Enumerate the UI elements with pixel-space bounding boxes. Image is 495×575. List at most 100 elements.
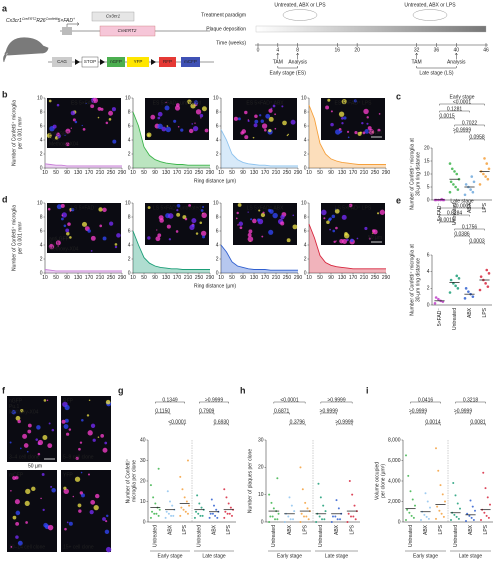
cell-signal <box>248 229 253 234</box>
x-tick-label: 90 <box>152 170 158 176</box>
cell-signal <box>64 527 67 531</box>
cell-signal <box>46 133 52 139</box>
data-line <box>308 104 386 165</box>
p-value: 0.0014 <box>425 419 441 425</box>
cell-signal <box>268 128 272 133</box>
event-label: Analysis <box>288 59 307 65</box>
data-point <box>335 499 338 502</box>
data-point <box>180 506 183 509</box>
cell-signal <box>323 217 326 220</box>
cell-signal <box>19 447 22 450</box>
comparison-bracket <box>439 214 470 217</box>
data-point <box>464 287 468 290</box>
data-point <box>466 512 469 515</box>
data-point <box>426 500 429 503</box>
cell-signal <box>235 217 238 220</box>
cell-signal <box>46 399 49 402</box>
data-point <box>444 500 446 503</box>
cell-signal <box>372 229 378 235</box>
comparison-bracket <box>273 401 306 404</box>
promoter <box>62 27 72 35</box>
cell-signal <box>56 132 60 136</box>
data-point <box>330 521 333 523</box>
data-point <box>197 512 200 515</box>
data-point <box>283 521 286 523</box>
cell-signal <box>25 488 31 495</box>
cell-signal <box>82 128 86 131</box>
data-point <box>486 285 490 288</box>
timeline-label: 32 <box>414 47 420 53</box>
cell-signal <box>237 203 242 207</box>
y-axis-label: Number of Confetti⁺ <box>125 458 131 503</box>
y-tick-label: 10 <box>301 200 307 206</box>
y-axis-label: Number of Confetti⁺ microglia <box>11 205 17 271</box>
data-point <box>483 511 486 514</box>
data-point <box>437 469 440 472</box>
cell-signal <box>43 399 47 402</box>
x-tick-label: Untreated <box>452 203 458 225</box>
data-point <box>489 503 491 506</box>
data-point <box>288 496 291 499</box>
cell-signal <box>261 235 264 238</box>
cell-signal <box>341 117 344 120</box>
line-area <box>133 231 210 273</box>
p-value: >0.9999 <box>335 419 353 425</box>
x-tick-label: 10 <box>218 275 224 281</box>
timeline-label: 16 <box>335 47 341 53</box>
cell-signal <box>195 232 199 235</box>
cell-signal <box>72 118 76 122</box>
cell-signal <box>88 399 91 402</box>
cell-signal <box>108 118 112 121</box>
cell-signal <box>25 521 28 524</box>
cell-signal <box>80 471 83 474</box>
y-tick-label: 8 <box>128 109 131 115</box>
y-tick-label: 8 <box>216 214 219 220</box>
cell-signal <box>17 540 23 546</box>
y-tick-label: 6,000 <box>388 458 401 464</box>
cell-signal <box>92 438 96 442</box>
p-value: <0.0001 <box>280 397 298 403</box>
y-tick-label: 10 <box>258 492 264 498</box>
cell-signal <box>64 134 66 136</box>
cell-signal <box>188 204 191 207</box>
cell-signal <box>90 423 96 428</box>
cell-signal <box>334 208 340 214</box>
data-point <box>183 496 186 499</box>
comparison-bracket <box>470 423 486 426</box>
data-point <box>410 514 413 517</box>
data-line <box>220 244 298 271</box>
data-point <box>318 515 321 518</box>
y-axis-label: Number of Confetti⁺ microglia at <box>409 244 415 316</box>
cell-signal <box>176 212 181 217</box>
cell-signal <box>20 409 24 413</box>
data-point <box>407 474 410 477</box>
x-tick-label: 250 <box>107 275 116 281</box>
cell-signal <box>99 224 103 228</box>
cell-signal <box>116 233 121 238</box>
cell-signal <box>241 129 247 134</box>
y-tick-label: 30 <box>258 437 264 443</box>
micrograph <box>233 203 297 245</box>
p-value: >0.9999 <box>327 397 345 403</box>
cell-signal <box>237 224 239 226</box>
cell-signal <box>79 491 83 495</box>
y-tick-label: 5 <box>427 184 430 190</box>
inset-legend: Anti-GFP <box>49 131 70 137</box>
x-tick-label: 130 <box>250 275 259 281</box>
data-point <box>201 514 204 517</box>
p-value: 0.6871 <box>274 408 290 414</box>
data-point <box>487 167 491 171</box>
event-arrow <box>276 52 280 59</box>
data-point <box>353 504 356 507</box>
x-tick-label: 10 <box>306 275 312 281</box>
y-tick-label: 10 <box>424 171 430 177</box>
cell-signal <box>341 122 344 125</box>
data-point <box>469 499 472 502</box>
cell-signal <box>24 500 30 506</box>
data-point <box>412 516 415 519</box>
data-point <box>463 193 467 197</box>
y-axis-label: 30-µm ring distance <box>415 258 421 302</box>
panel-f: f <box>2 385 6 395</box>
data-point <box>272 507 275 510</box>
